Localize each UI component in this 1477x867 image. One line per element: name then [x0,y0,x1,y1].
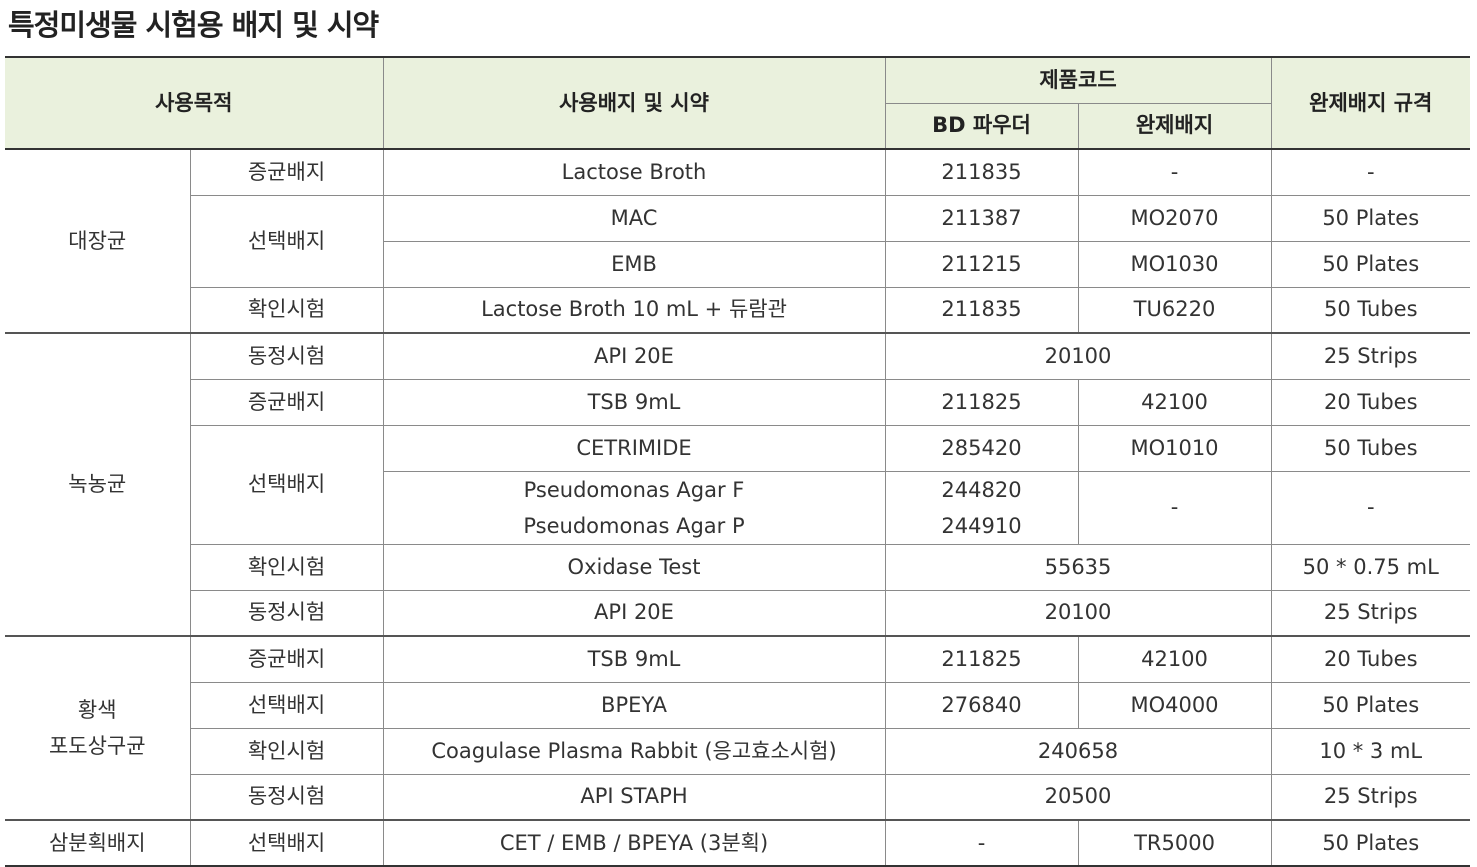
header-cell: 완제배지 [1077,102,1271,150]
cell-line: 244910 [941,513,1022,538]
cell: 211835 [884,148,1079,196]
cell: Coagulase Plasma Rabbit (응고효소시험) [382,727,886,775]
cell: 25 Strips [1270,589,1470,637]
cell: - [1270,148,1470,196]
cell: CETRIMIDE [382,424,886,472]
cell: 선택배지 [190,424,384,545]
cell: 20 Tubes [1270,635,1470,683]
cell: - [884,819,1079,867]
cell: 선택배지 [190,681,384,729]
cell: API 20E [382,332,886,380]
cell: BPEYA [382,681,886,729]
cell: Lactose Broth 10 mL + 듀람관 [382,286,886,334]
cell: 50 Tubes [1270,424,1470,472]
cell: 50 Plates [1270,681,1470,729]
cell: 50 Plates [1270,819,1470,867]
cell: 211835 [884,286,1079,334]
cell: Pseudomonas Agar F Pseudomonas Agar P [383,470,886,545]
cell: MAC [382,194,886,242]
cell: 211387 [884,194,1079,242]
header-cell: 사용목적 [5,56,384,150]
cell: Oxidase Test [382,543,886,591]
cell: 증균배지 [190,378,384,426]
header-cell: 완제배지 규격 [1270,56,1470,150]
cell: 동정시험 [189,332,384,380]
cell: 확인시험 [190,727,384,775]
header-cell: 제품코드 [884,56,1272,104]
header-cell: BD 파우더 [885,102,1079,150]
cell: 25 Strips [1270,773,1470,821]
cell: 211825 [884,635,1079,683]
cell: 42100 [1077,635,1272,683]
media-table: 사용목적 사용배지 및 시약 제품코드 완제배지 규격 BD 파우더 완제배지 대장균 증… [5,56,1470,867]
cell: 276840 [884,681,1079,729]
cell: 211215 [884,240,1079,288]
cell: Lactose Broth [382,148,886,196]
cell-line: 포도상구균 [48,734,146,758]
cell-line: Pseudomonas Agar P [523,513,745,538]
cell: 선택배지 [189,819,384,867]
cell: 211825 [884,378,1079,426]
cell: - [1077,470,1272,545]
cell: 244820 244910 [884,470,1079,545]
cell: MO2070 [1077,194,1272,242]
cell: 증균배지 [189,635,384,683]
cell: EMB [383,240,886,288]
cell: 선택배지 [190,194,384,288]
cell: MO4000 [1077,681,1272,729]
cell: 25 Strips [1270,332,1470,380]
cell: 285420 [884,424,1079,472]
header-cell: 사용배지 및 시약 [382,56,886,150]
cell: API 20E [382,589,886,637]
cell-line: 244820 [941,477,1022,502]
cell: TR5000 [1077,819,1272,867]
cell: TSB 9mL [382,378,886,426]
cell: 50 Tubes [1270,286,1470,334]
cell: 50 Plates [1270,240,1470,288]
cell: 42100 [1077,378,1272,426]
cell: TU6220 [1077,286,1272,334]
cell: CET / EMB / BPEYA (3분획) [382,819,886,867]
cell: 증균배지 [189,148,384,196]
cell: 대장균 [5,148,191,334]
cell: 동정시험 [190,773,384,821]
cell: 50 Plates [1270,194,1470,242]
cell: MO1010 [1077,424,1272,472]
cell: 삼분획배지 [5,819,191,867]
cell: 20500 [884,773,1272,821]
cell: 녹농균 [5,332,191,637]
cell-line: 황색 [77,698,117,722]
cell: 확인시험 [190,286,384,334]
cell: TSB 9mL [382,635,886,683]
cell: MO1030 [1077,240,1272,288]
cell: 10 * 3 mL [1270,727,1470,775]
cell: - [1270,470,1470,545]
cell: 55635 [884,543,1272,591]
cell-line: Pseudomonas Agar F [523,477,745,502]
cell: 동정시험 [190,589,384,637]
title: 특정미생물 시험용 배지 및 시약 [8,8,379,42]
cell: 20 Tubes [1270,378,1470,426]
cell: 20100 [884,332,1272,380]
cell: 확인시험 [190,543,384,591]
cell: 50 * 0.75 mL [1270,543,1470,591]
cell: - [1077,148,1272,196]
cell: 240658 [884,727,1272,775]
cell: API STAPH [382,773,886,821]
cell: 20100 [884,589,1272,637]
